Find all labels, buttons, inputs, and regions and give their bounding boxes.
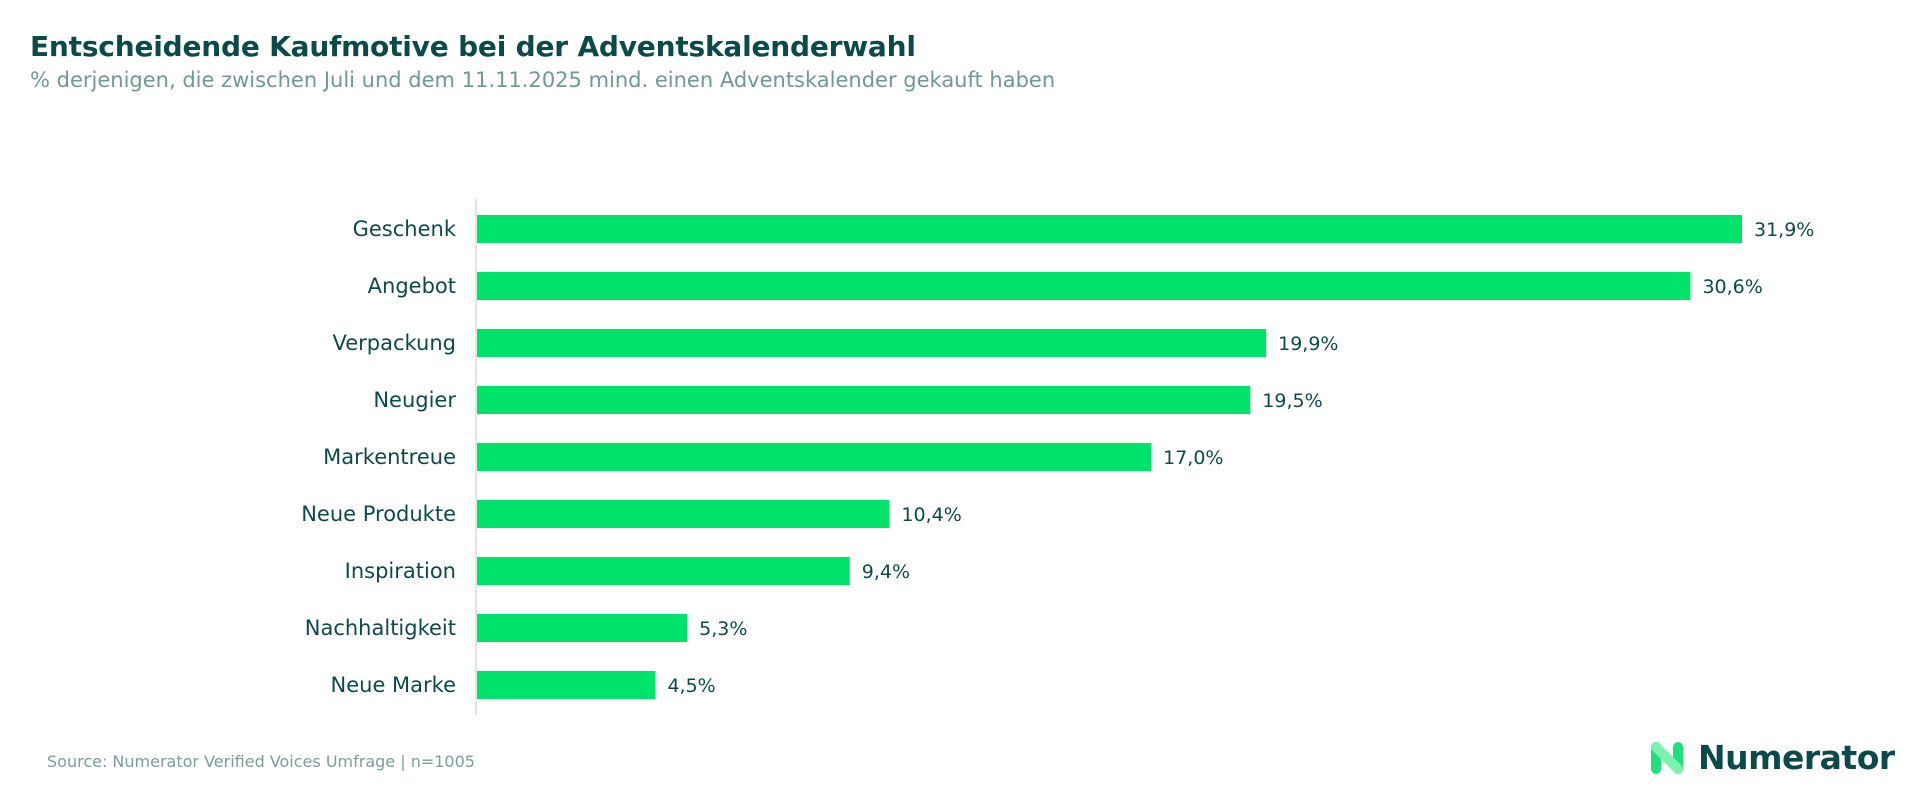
logo-text: Numerator	[1698, 738, 1895, 777]
data-label: 9,4%	[862, 561, 910, 583]
bar-geschenk	[477, 215, 1742, 243]
bar-nachhaltigkeit	[477, 614, 688, 642]
numerator-logo: Numerator	[1650, 738, 1895, 777]
bar-neugier	[477, 386, 1251, 414]
category-label: Neue Marke	[331, 673, 457, 697]
category-label: Nachhaltigkeit	[305, 616, 456, 640]
category-label: Neugier	[373, 388, 456, 412]
chart-title: Entscheidende Kaufmotive bei der Advents…	[30, 30, 916, 63]
numerator-n-logo-icon	[1651, 741, 1683, 774]
category-label: Geschenk	[353, 217, 457, 241]
data-label: 10,4%	[901, 504, 961, 526]
bar-verpackung	[477, 329, 1267, 357]
data-label: 19,5%	[1262, 390, 1322, 412]
category-label: Verpackung	[333, 331, 457, 355]
data-label: 17,0%	[1163, 447, 1223, 469]
bar-markentreue	[477, 443, 1152, 471]
category-label: Inspiration	[345, 559, 456, 583]
bar-neue-produkte	[477, 500, 890, 528]
category-label: Angebot	[368, 274, 456, 298]
category-label: Neue Produkte	[301, 502, 456, 526]
data-label: 5,3%	[699, 618, 747, 640]
bar-neue-marke	[477, 671, 656, 699]
data-label: 4,5%	[667, 675, 715, 697]
data-label: 30,6%	[1702, 276, 1762, 298]
category-label: Markentreue	[323, 445, 456, 469]
data-label: 31,9%	[1754, 219, 1814, 241]
chart-subtitle: % derjenigen, die zwischen Juli und dem …	[30, 68, 1056, 92]
bar-inspiration	[477, 557, 850, 585]
bar-angebot	[477, 272, 1691, 300]
source-note: Source: Numerator Verified Voices Umfrag…	[47, 752, 475, 771]
data-label: 19,9%	[1278, 333, 1338, 355]
